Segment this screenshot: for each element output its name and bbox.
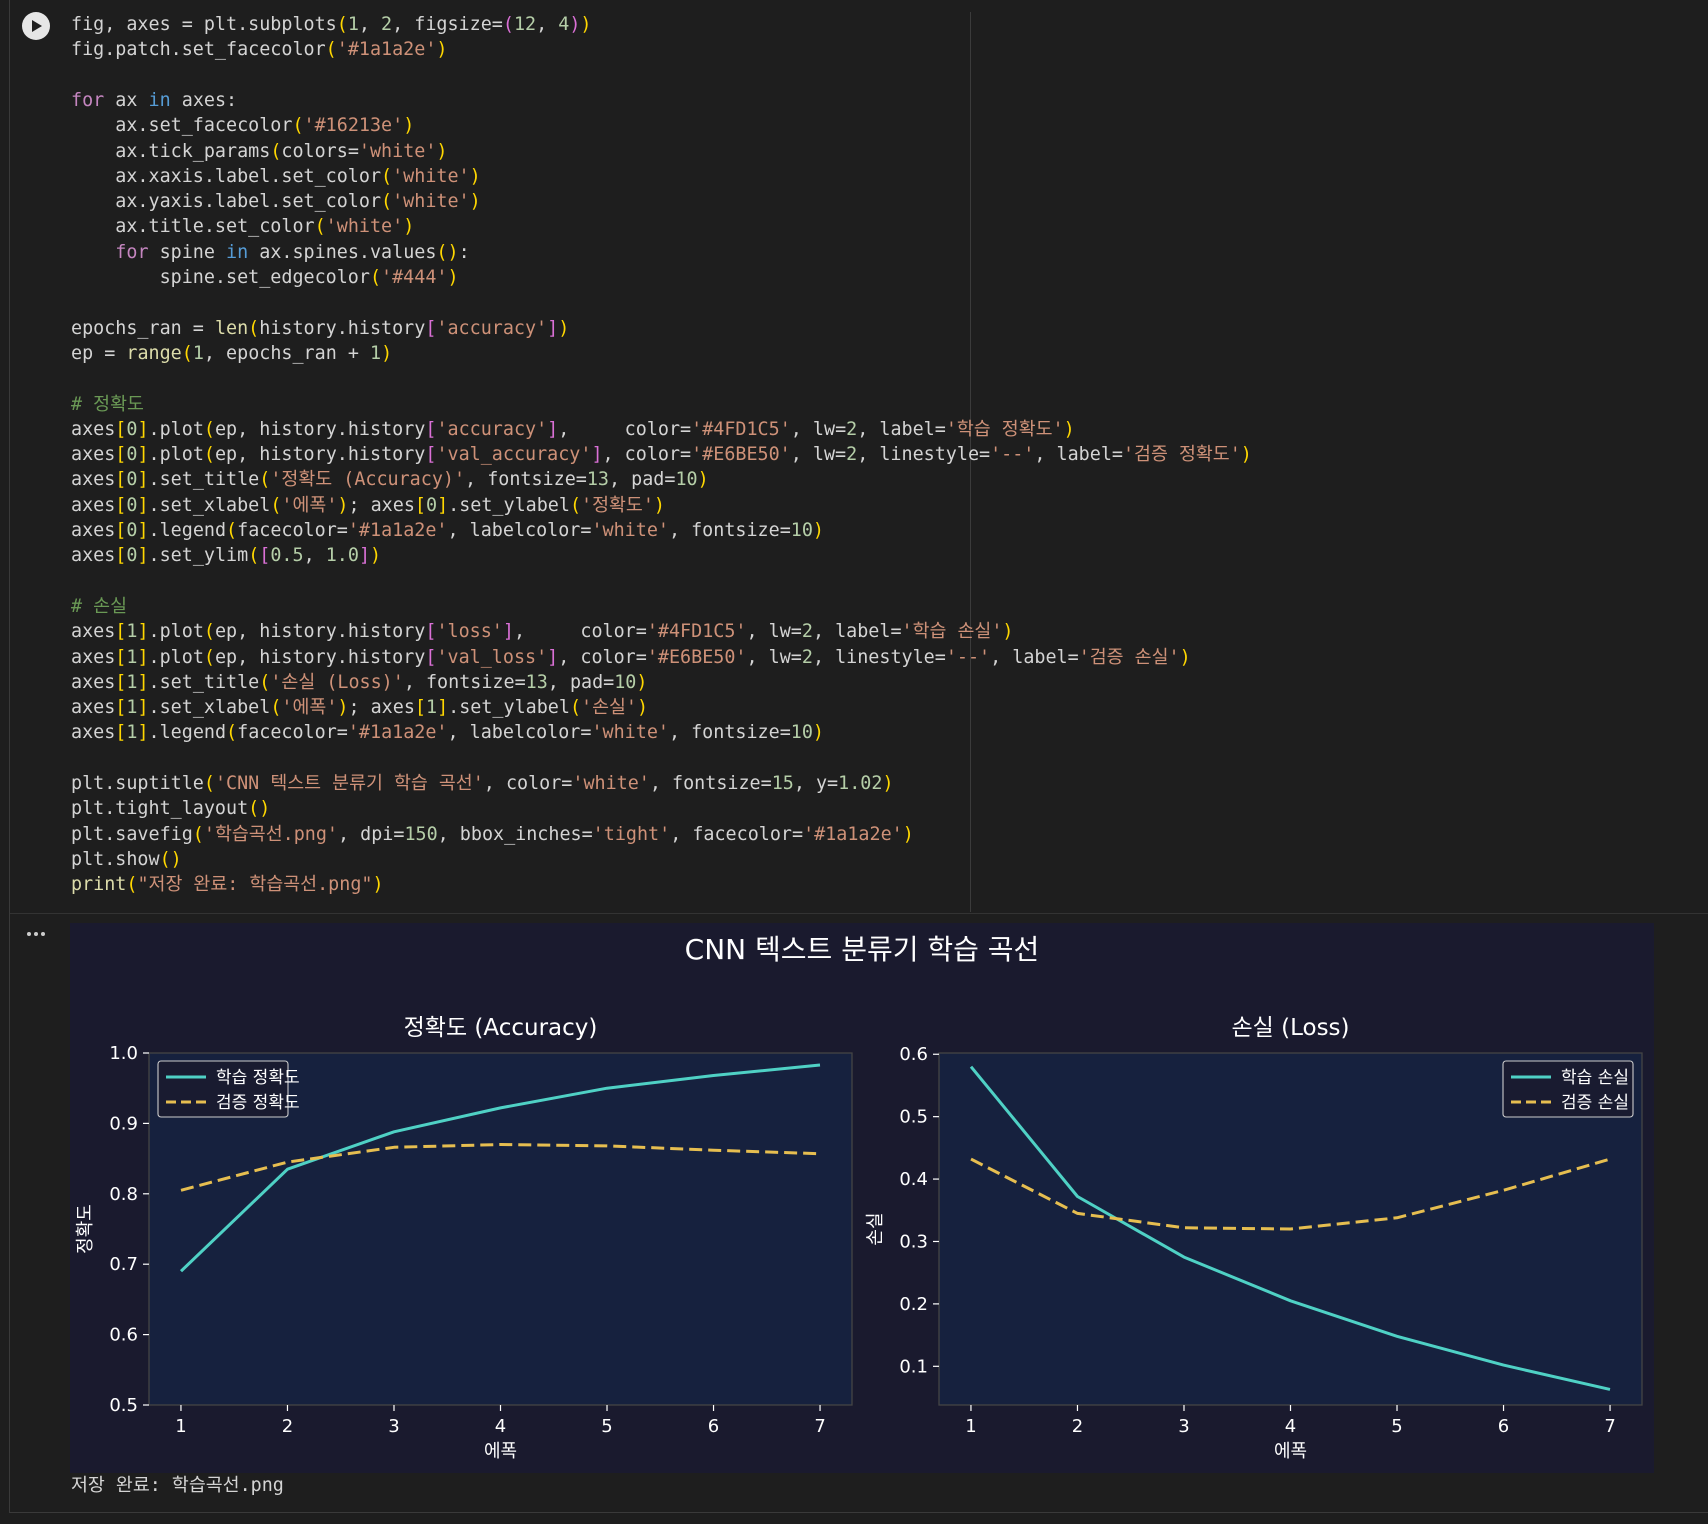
code-line: ax.yaxis.label.set_color('white') <box>71 191 481 213</box>
y-tick-label: 0.8 <box>109 1184 138 1205</box>
code-line: plt.tight_layout() <box>71 798 271 820</box>
y-tick-label: 0.5 <box>109 1395 138 1416</box>
x-tick-label: 7 <box>814 1416 825 1437</box>
code-line: ax.tick_params(colors='white') <box>71 140 448 162</box>
code-line: ep = range(1, epochs_ran + 1) <box>71 342 393 364</box>
x-tick-label: 1 <box>965 1416 976 1437</box>
code-line: axes[1].legend(facecolor='#1a1a2e', labe… <box>71 722 824 744</box>
x-tick-label: 6 <box>708 1416 719 1437</box>
series-line-val <box>180 1143 821 1192</box>
code-line: axes[0].legend(facecolor='#1a1a2e', labe… <box>71 520 824 541</box>
figure-canvas: CNN 텍스트 분류기 학습 곡선 정확도 (Accuracy) 1 2 3 4 5 6 7 0… <box>70 923 1654 1473</box>
y-tick-label: 0.6 <box>899 1044 928 1065</box>
legend-label: 검증 정확도 <box>216 1093 300 1113</box>
x-tick-label: 5 <box>1391 1416 1402 1437</box>
code-line: ax.set_facecolor('#16213e') <box>71 115 415 137</box>
y-tick-label: 1.0 <box>109 1043 138 1064</box>
code-line: axes[1].set_title('손실 (Loss)', fontsize=… <box>71 671 648 693</box>
code-line: axes[0].plot(ep, history.history['accura… <box>71 418 1075 440</box>
y-tick-label: 0.6 <box>109 1325 138 1346</box>
x-axis-label: 에폭 <box>1274 1441 1307 1462</box>
y-tick-label: 0.5 <box>899 1107 928 1128</box>
x-tick-label: 5 <box>601 1416 612 1437</box>
axes-title: 정확도 (Accuracy) <box>404 1015 598 1041</box>
code-line: print("저장 완료: 학습곡선.png") <box>71 874 384 896</box>
code-line: axes[0].set_xlabel('에폭'); axes[0].set_yl… <box>71 494 665 516</box>
x-tick-label: 2 <box>1072 1416 1083 1437</box>
code-line: axes[1].plot(ep, history.history['loss']… <box>71 621 1014 643</box>
code-editor[interactable]: fig, axes = plt.subplots(1, 2, figsize=(… <box>71 12 1631 912</box>
code-line: axes[1].plot(ep, history.history['val_lo… <box>71 646 1191 668</box>
y-axis-label: 정확도 <box>75 1204 96 1254</box>
code-line: axes[0].set_ylim([0.5, 1.0]) <box>71 545 382 567</box>
axes-title: 손실 (Loss) <box>1231 1015 1349 1041</box>
code-line: for ax in axes: <box>71 89 238 111</box>
legend-label: 검증 손실 <box>1561 1093 1629 1113</box>
x-axis-label: 에폭 <box>484 1441 517 1462</box>
code-line: epochs_ran = len(history.history['accura… <box>71 317 570 339</box>
y-tick-label: 0.2 <box>899 1294 928 1315</box>
code-line: plt.savefig('학습곡선.png', dpi=150, bbox_in… <box>71 823 914 845</box>
code-line: axes[1].set_xlabel('에폭'); axes[1].set_yl… <box>71 697 649 719</box>
figure-suptitle: CNN 텍스트 분류기 학습 곡선 <box>685 933 1040 966</box>
code-line: plt.show() <box>71 848 182 870</box>
y-tick-label: 0.3 <box>899 1231 928 1252</box>
output-menu-button[interactable] <box>24 922 48 946</box>
code-line: # 손실 <box>71 595 127 617</box>
x-tick-label: 1 <box>175 1416 186 1437</box>
code-line: for spine in ax.spines.values(): <box>115 241 470 263</box>
y-tick-label: 0.7 <box>109 1254 138 1275</box>
code-line: axes[0].set_title('정확도 (Accuracy)', font… <box>71 469 709 491</box>
series-line-train <box>969 1065 1611 1391</box>
code-line: axes[0].plot(ep, history.history['val_ac… <box>71 444 1252 466</box>
run-cell-button[interactable] <box>22 12 50 40</box>
x-tick-label: 3 <box>388 1416 399 1437</box>
y-tick-label: 0.9 <box>109 1113 138 1134</box>
x-tick-label: 3 <box>1178 1416 1189 1437</box>
code-ruler <box>970 12 971 912</box>
x-tick-label: 4 <box>495 1416 506 1437</box>
output-divider <box>10 913 1708 914</box>
accuracy-axes: 정확도 (Accuracy) 1 2 3 4 5 6 7 0.5 0.6 0.7 0.8 0.9 1.0 에… <box>75 1015 853 1462</box>
y-tick-label: 0.4 <box>899 1169 928 1190</box>
code-line: plt.suptitle('CNN 텍스트 분류기 학습 곡선', color=… <box>71 773 894 794</box>
legend-label: 학습 손실 <box>1561 1068 1629 1088</box>
ellipsis-icon <box>27 932 45 936</box>
code-line: fig, axes = plt.subplots(1, 2, figsize=(… <box>71 14 592 35</box>
series-line-train <box>179 1063 821 1273</box>
legend-label: 학습 정확도 <box>216 1068 300 1088</box>
figure-output: CNN 텍스트 분류기 학습 곡선 정확도 (Accuracy) 1 2 3 4 5 6 7 0… <box>70 923 1654 1473</box>
series-line-val <box>970 1157 1611 1231</box>
x-tick-label: 6 <box>1498 1416 1509 1437</box>
code-line: # 정확도 <box>71 393 144 415</box>
code-line: ax.title.set_color('white') <box>71 216 415 238</box>
x-tick-label: 2 <box>282 1416 293 1437</box>
code-line: spine.set_edgecolor('#444') <box>71 267 459 288</box>
code-line: fig.patch.set_facecolor('#1a1a2e') <box>71 39 448 61</box>
x-tick-label: 7 <box>1604 1416 1615 1437</box>
play-icon <box>32 20 42 32</box>
x-tick-label: 4 <box>1285 1416 1296 1437</box>
y-tick-label: 0.1 <box>899 1356 928 1377</box>
loss-axes: 손실 (Loss) 1 2 3 4 5 6 7 0.1 0.2 0.3 0.4 0.5 0.6 에폭 손실 학습… <box>865 1015 1643 1462</box>
code-line: ax.xaxis.label.set_color('white') <box>71 165 481 187</box>
y-axis-label: 손실 <box>865 1212 886 1245</box>
stdout-text: 저장 완료: 학습곡선.png <box>71 1475 284 1496</box>
